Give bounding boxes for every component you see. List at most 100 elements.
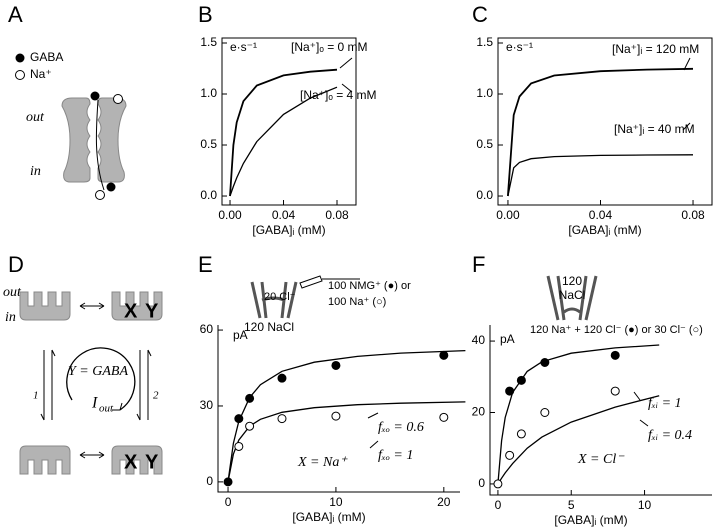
- side-label: in: [5, 310, 16, 325]
- x-tick-label: 0.08: [681, 208, 705, 222]
- y-tick-label: 40: [472, 333, 486, 347]
- annotation: pA: [233, 328, 248, 342]
- pipette: [546, 275, 598, 321]
- x-tick-label: 10: [638, 498, 652, 512]
- data-point: [516, 429, 526, 439]
- panel-label: C: [472, 2, 488, 27]
- annotation: fₓᵢ = 1: [648, 396, 682, 411]
- annotation: [Na⁺]ₒ = 0 mM: [291, 40, 368, 54]
- panel-label: E: [198, 252, 213, 277]
- data-point: [540, 358, 550, 367]
- side-label: out: [3, 285, 22, 300]
- x-tick-label: 5: [568, 498, 575, 512]
- y-tick-label: 1.0: [476, 86, 493, 100]
- x-axis-label: [GABA]ᵢ (mM): [554, 513, 627, 527]
- x-tick-label: 0.08: [325, 208, 349, 222]
- data-point: [331, 411, 341, 421]
- y-tick-label: 0.5: [476, 137, 493, 151]
- annotation: fₓₒ = 1: [378, 448, 413, 463]
- annotation: 120: [562, 274, 582, 288]
- data-point: [439, 350, 449, 360]
- y-tick-label: 1.0: [200, 86, 217, 100]
- fit-curve: [229, 68, 338, 197]
- y-tick-label: 0.5: [200, 137, 217, 151]
- transporter-state: [111, 291, 163, 321]
- fit-curve: [229, 86, 338, 197]
- data-point: [439, 412, 449, 422]
- x-tick-label: 0.04: [272, 208, 296, 222]
- panel-label: F: [472, 252, 485, 277]
- fit-curve: [507, 154, 694, 197]
- annotation: fₓᵢ = 0.4: [648, 428, 692, 443]
- panel-label: B: [198, 2, 213, 27]
- axis-line: [217, 325, 460, 493]
- annotation: [Na⁺]ₒ = 4 mM: [300, 88, 377, 102]
- x-axis-label: [GABA]ᵢ (mM): [292, 510, 365, 524]
- fit-curve: [497, 344, 660, 484]
- cycle-arrow: [66, 347, 136, 411]
- path-arrow: [95, 99, 105, 191]
- x-tick-label: 0.00: [218, 208, 242, 222]
- data-point: [234, 441, 244, 451]
- na-icon: [15, 70, 25, 80]
- data-point: [277, 373, 287, 383]
- data-point: [223, 477, 233, 487]
- data-point: [505, 450, 515, 460]
- y-tick-label: 30: [200, 398, 214, 412]
- annotation: NaCl: [559, 288, 586, 302]
- annotation: [Na⁺]ᵢ = 120 mM: [612, 42, 699, 56]
- transporter-state: [111, 445, 163, 475]
- fit-curve: [227, 349, 466, 482]
- legend-text: GABA: [30, 50, 63, 64]
- data-point: [245, 421, 255, 431]
- x-tick-label: 10: [329, 495, 343, 509]
- x-tick-label: 20: [437, 495, 451, 509]
- transporter-state: [19, 291, 71, 321]
- annotation: X = Na⁺: [297, 455, 348, 470]
- pipette: [250, 281, 298, 319]
- transporter-state: [19, 445, 71, 475]
- data-point: [610, 350, 620, 360]
- annotation: fₓₒ = 0.6: [378, 420, 424, 435]
- data-point: [493, 479, 503, 489]
- pointer: [339, 57, 353, 93]
- data-point: [540, 408, 550, 417]
- cycle-arrow: [112, 402, 123, 411]
- x-axis-label: [GABA]ᵢ (mM): [252, 223, 325, 237]
- data-point: [245, 393, 255, 403]
- equation: Y = GABA: [68, 364, 128, 379]
- gaba-icon: [90, 91, 100, 101]
- plot-frame: [221, 37, 357, 206]
- gaba-icon: [106, 182, 116, 192]
- na-icon: [95, 190, 105, 200]
- current-label: I: [91, 395, 98, 412]
- annotation: 20 Cl⁻: [264, 291, 296, 303]
- transition-arrow: [40, 302, 152, 459]
- na-icon: [113, 94, 123, 104]
- annotation: 120 NaCl: [244, 320, 294, 334]
- step-label: 2: [153, 390, 159, 402]
- y-tick-label: 1.5: [200, 35, 217, 49]
- annotation: e·s⁻¹: [506, 40, 533, 54]
- site-label: Y: [145, 300, 159, 322]
- current-label: out: [99, 403, 114, 415]
- site-label: X: [124, 451, 138, 473]
- perfusion-tube: [299, 275, 323, 289]
- data-point: [277, 414, 287, 424]
- panel-label: A: [8, 2, 23, 27]
- x-tick-label: 0.00: [496, 208, 520, 222]
- panel-label: D: [8, 252, 24, 277]
- pointer: [367, 412, 379, 449]
- y-tick-label: 0.0: [476, 188, 493, 202]
- site-label: X: [124, 300, 138, 322]
- y-tick-label: 0.0: [200, 188, 217, 202]
- annotation: 120 Na⁺ + 120 Cl⁻ (●) or 30 Cl⁻ (○): [530, 324, 703, 336]
- annotation: e·s⁻¹: [230, 40, 257, 54]
- y-tick-label: 60: [200, 322, 214, 336]
- side-label: out: [26, 110, 45, 125]
- y-tick-label: 0: [206, 474, 213, 488]
- annotation: X = Cl⁻: [577, 452, 625, 467]
- fit-curve: [507, 67, 694, 197]
- annotation: 100 Na⁺ (○): [328, 296, 386, 308]
